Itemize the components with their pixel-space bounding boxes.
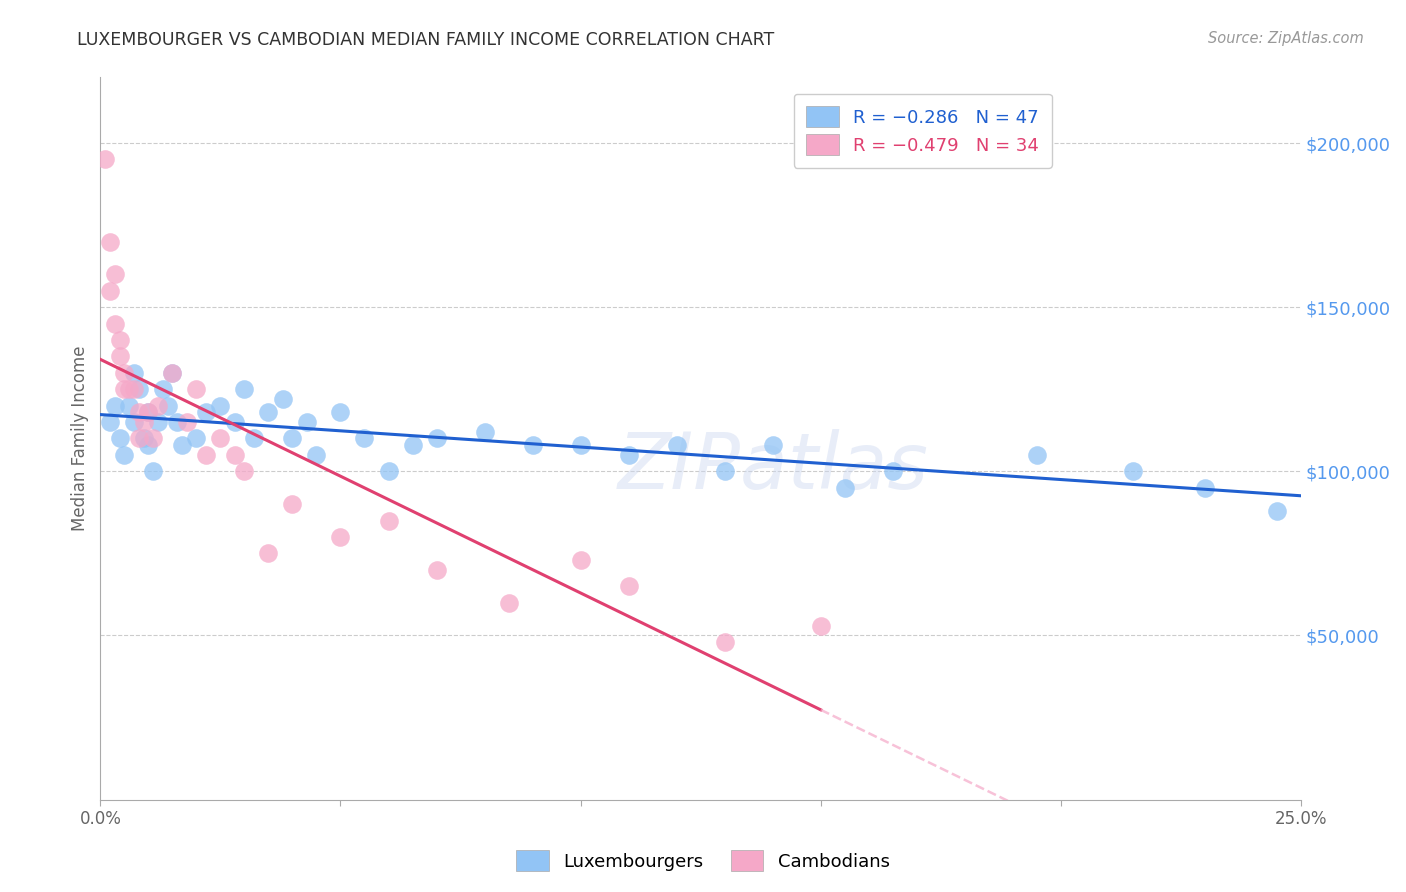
Point [138,438,160,452]
Point [401,438,423,452]
Point [118,382,141,396]
Point [142,464,165,478]
Point [108,333,131,347]
Point [257,405,280,419]
Point [112,366,135,380]
Point [617,579,640,593]
Point [209,399,232,413]
Point [522,438,544,452]
Point [257,546,280,560]
Point [1122,464,1144,478]
Point [882,464,904,478]
Point [305,448,328,462]
Point [195,405,218,419]
Point [152,382,174,396]
Point [377,514,399,528]
Point [713,635,735,649]
Point [104,268,127,282]
Point [186,432,208,446]
Point [271,392,294,406]
Text: Source: ZipAtlas.com: Source: ZipAtlas.com [1208,31,1364,46]
Point [122,366,145,380]
Point [162,366,184,380]
Point [146,415,169,429]
Point [166,415,188,429]
Point [186,382,208,396]
Point [329,530,352,544]
Point [474,425,496,439]
Point [377,464,399,478]
Point [762,438,785,452]
Point [112,382,135,396]
Point [425,563,447,577]
Text: ZIPatlas: ZIPatlas [617,429,928,506]
Point [1265,504,1288,518]
Point [569,553,592,567]
Legend: R = −0.286   N = 47, R = −0.479   N = 34: R = −0.286 N = 47, R = −0.479 N = 34 [794,94,1052,168]
Point [834,481,856,495]
Point [329,405,352,419]
Point [233,464,256,478]
Point [195,448,218,462]
Point [1194,481,1216,495]
Point [138,405,160,419]
Point [108,350,131,364]
Point [224,448,246,462]
Point [98,415,121,429]
Text: LUXEMBOURGER VS CAMBODIAN MEDIAN FAMILY INCOME CORRELATION CHART: LUXEMBOURGER VS CAMBODIAN MEDIAN FAMILY … [77,31,775,49]
Point [94,153,117,167]
Point [118,399,141,413]
Point [243,432,266,446]
Point [146,399,169,413]
Point [233,382,256,396]
Point [665,438,688,452]
Point [156,399,179,413]
Point [142,432,165,446]
Point [162,366,184,380]
Point [112,448,135,462]
Point [295,415,318,429]
Point [224,415,246,429]
Point [281,497,304,511]
Point [425,432,447,446]
Point [122,415,145,429]
Point [170,438,193,452]
Point [132,415,155,429]
Point [810,618,832,632]
Legend: Luxembourgers, Cambodians: Luxembourgers, Cambodians [509,843,897,879]
Point [98,284,121,298]
Point [281,432,304,446]
Point [209,432,232,446]
Point [1025,448,1047,462]
Point [713,464,735,478]
Point [617,448,640,462]
Point [353,432,375,446]
Point [569,438,592,452]
Point [128,405,150,419]
Point [128,382,150,396]
Point [138,405,160,419]
Point [498,596,520,610]
Point [122,382,145,396]
Point [128,432,150,446]
Point [98,235,121,249]
Point [104,399,127,413]
Point [132,432,155,446]
Point [176,415,198,429]
Y-axis label: Median Family Income: Median Family Income [72,346,89,532]
Point [108,432,131,446]
Point [104,317,127,331]
